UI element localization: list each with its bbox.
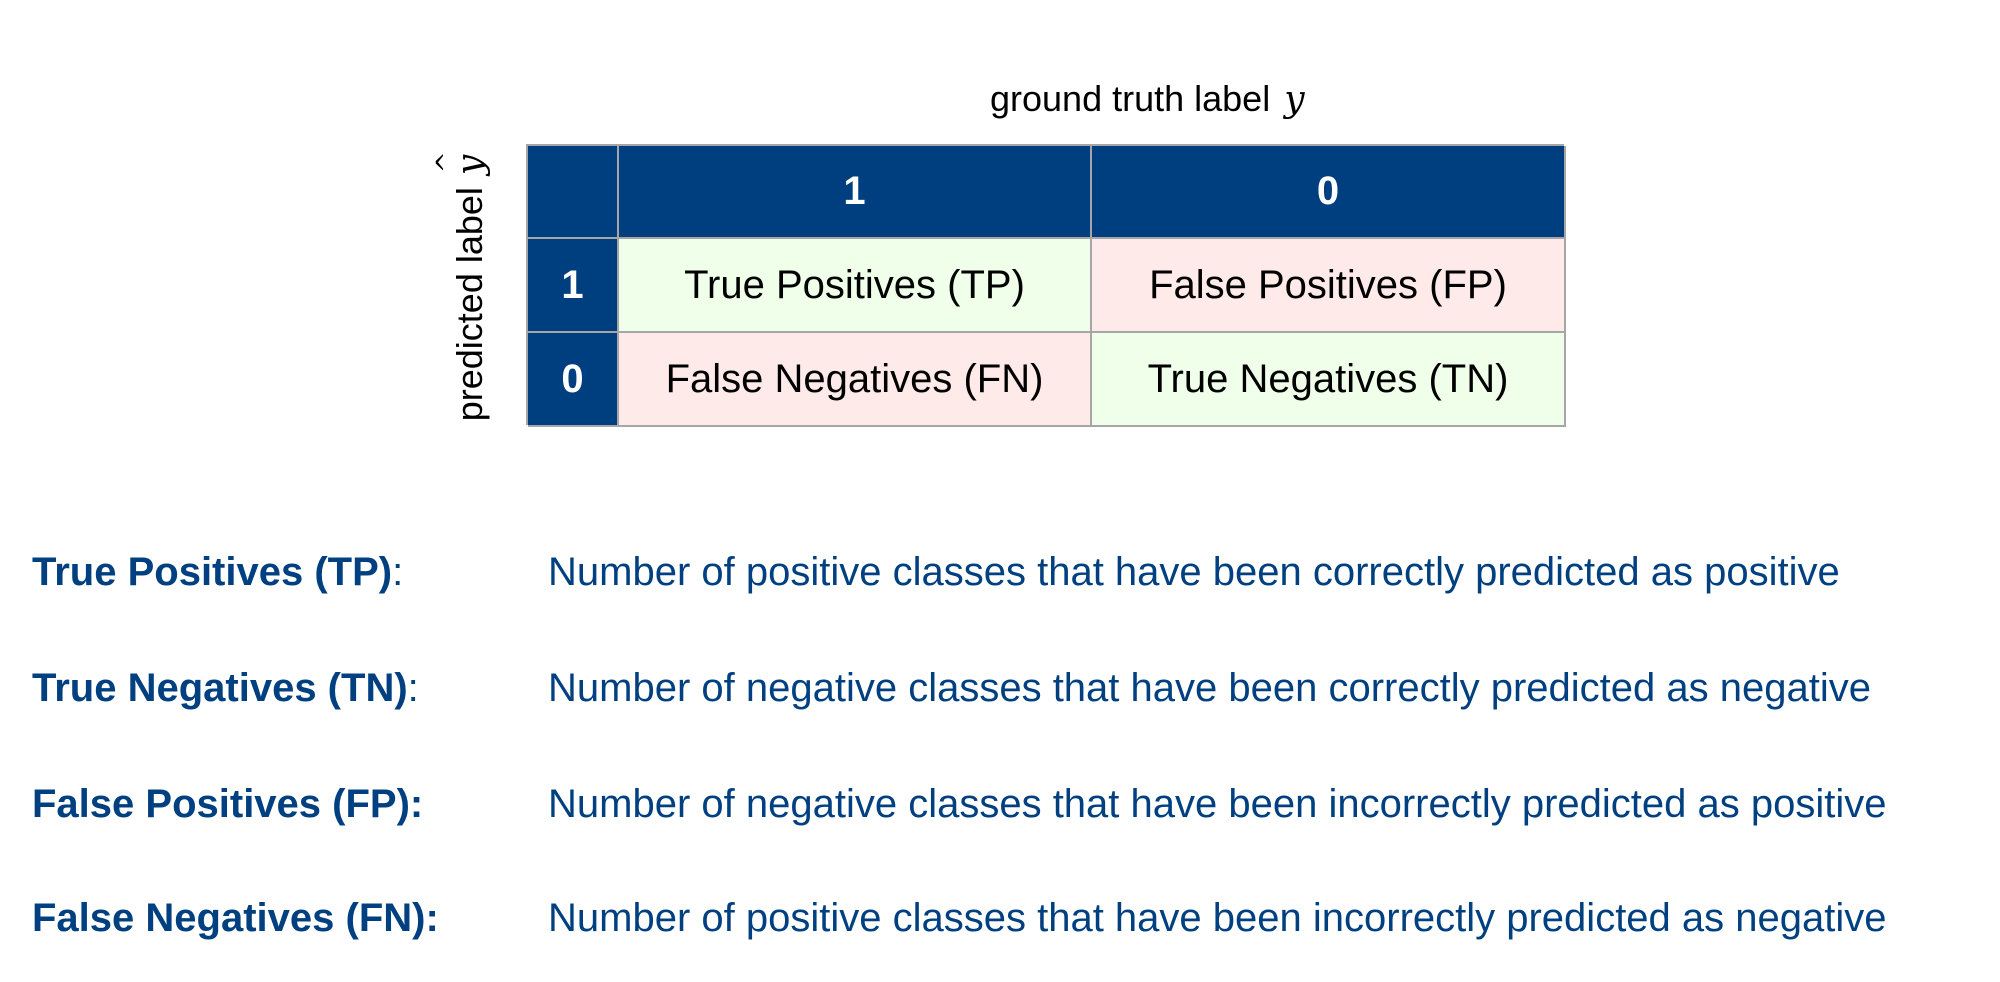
row-header-negative: 0 bbox=[528, 333, 619, 427]
definition-term: True Negatives (TN): bbox=[32, 666, 419, 711]
definition-description: Number of negative classes that have bee… bbox=[548, 666, 1871, 710]
definition-term: True Positives (TP): bbox=[32, 550, 403, 595]
definition-term-text: False Negatives (FN): bbox=[32, 896, 439, 940]
definition-term: False Positives (FP): bbox=[32, 782, 423, 827]
definition-colon: : bbox=[392, 550, 404, 594]
cell-true-positives: True Positives (TP) bbox=[619, 239, 1092, 333]
definition-term: False Negatives (FN): bbox=[32, 896, 439, 941]
matrix-corner-cell bbox=[528, 146, 619, 239]
cell-true-negatives: True Negatives (TN) bbox=[1092, 333, 1566, 427]
cell-false-positives: False Positives (FP) bbox=[1092, 239, 1566, 333]
definition-term-text: True Negatives (TN) bbox=[32, 666, 408, 710]
definition-term-text: True Positives (TP) bbox=[32, 550, 393, 594]
definition-row-tn: True Negatives (TN): Number of negative … bbox=[32, 666, 1972, 726]
definition-row-fn: False Negatives (FN): Number of positive… bbox=[32, 896, 1972, 956]
definition-term-text: False Positives (FP): bbox=[32, 782, 424, 826]
cell-false-negatives: False Negatives (FN) bbox=[619, 333, 1092, 427]
predicted-axis-label: predicted label y bbox=[449, 155, 491, 422]
predicted-axis-text: predicted label bbox=[449, 187, 490, 422]
confusion-matrix: 1 0 1 True Positives (TP) False Positive… bbox=[526, 144, 1566, 427]
definition-description: Number of positive classes that have bee… bbox=[548, 896, 1887, 940]
column-header-positive: 1 bbox=[619, 146, 1092, 239]
definition-row-tp: True Positives (TP): Number of positive … bbox=[32, 550, 1972, 610]
predicted-symbol: y bbox=[450, 155, 491, 175]
ground-truth-symbol: y bbox=[1284, 79, 1305, 120]
definition-description: Number of negative classes that have bee… bbox=[548, 782, 1887, 826]
ground-truth-axis-text: ground truth label bbox=[990, 78, 1271, 119]
ground-truth-axis-label: ground truth label y bbox=[990, 78, 1305, 120]
definition-colon: : bbox=[407, 666, 419, 710]
row-header-positive: 1 bbox=[528, 239, 619, 333]
definition-description: Number of positive classes that have bee… bbox=[548, 550, 1840, 594]
column-header-negative: 0 bbox=[1092, 146, 1566, 239]
definition-row-fp: False Positives (FP): Number of negative… bbox=[32, 782, 1972, 842]
